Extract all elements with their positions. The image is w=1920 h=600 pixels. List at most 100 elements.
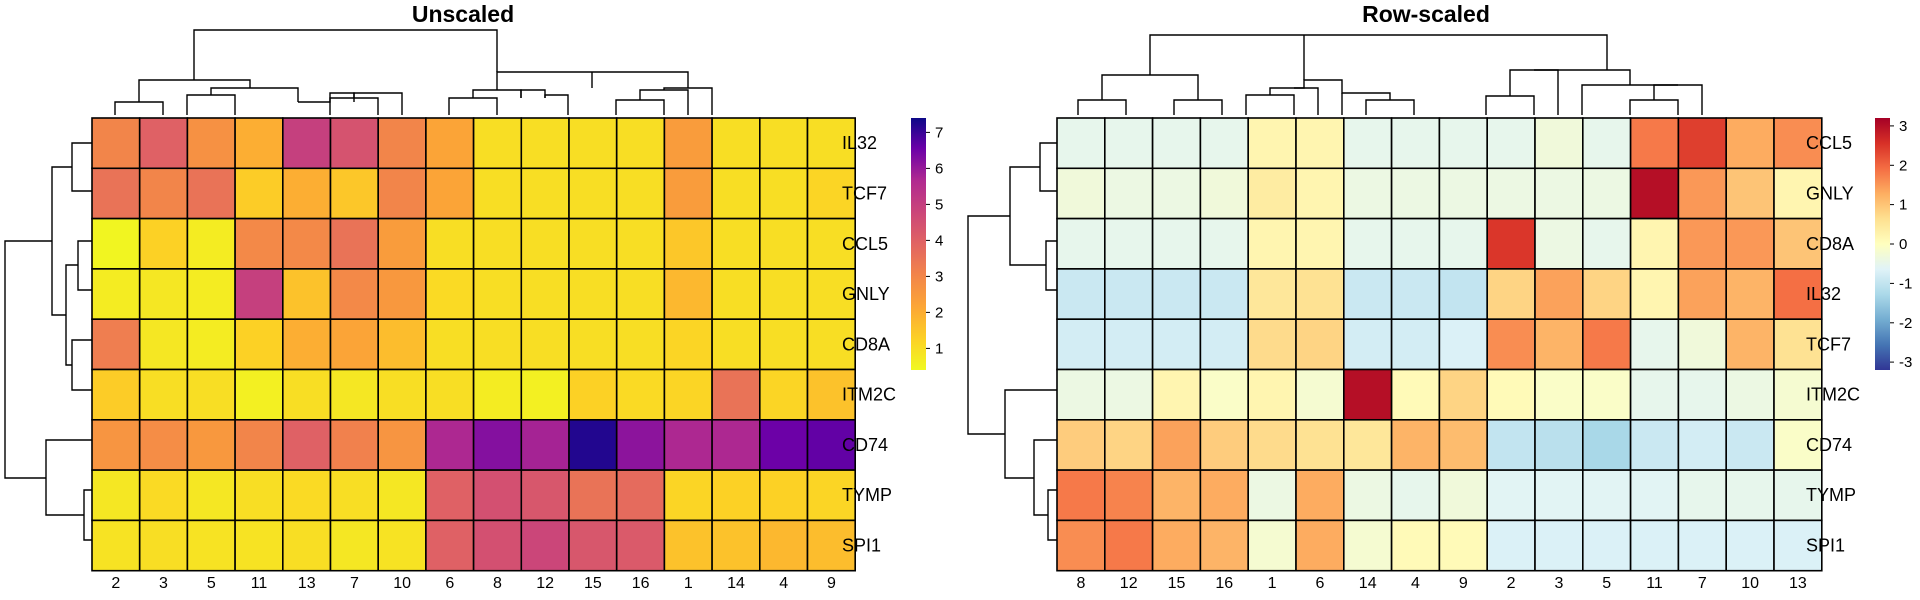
heatmap-cell xyxy=(1438,519,1489,572)
heatmap-cell xyxy=(1199,469,1250,522)
heatmap-cell xyxy=(138,368,189,421)
heatmap-cell xyxy=(91,368,141,421)
heatmap-cell xyxy=(520,418,570,471)
heatmap-cell xyxy=(1629,318,1680,371)
heatmap-cell xyxy=(138,519,189,572)
heatmap-cell xyxy=(568,117,618,170)
heatmap-cell xyxy=(1247,167,1297,220)
heatmap-cell xyxy=(1629,167,1680,220)
heatmap-cell xyxy=(1725,268,1775,320)
column-label: 6 xyxy=(1315,575,1324,592)
heatmap-cell xyxy=(472,318,523,371)
colorbar-gradient-unscaled xyxy=(911,118,926,370)
heatmap-cell xyxy=(186,167,236,220)
heatmap-cell xyxy=(1486,167,1536,220)
row-label: SPI1 xyxy=(1806,536,1845,556)
column-label: 3 xyxy=(159,575,168,592)
heatmap-cell xyxy=(234,217,284,270)
heatmap-cell xyxy=(663,318,713,371)
heatmap-cell xyxy=(1295,469,1345,522)
colorbar-tick-label: -3 xyxy=(1899,354,1912,371)
column-label: 8 xyxy=(493,575,502,592)
column-label: 10 xyxy=(1741,575,1759,592)
heatmap-cell xyxy=(1677,117,1728,170)
heatmap-cell xyxy=(425,217,475,270)
heatmap-cell xyxy=(615,519,666,572)
heatmap-cell xyxy=(520,167,570,220)
heatmap-cell xyxy=(663,469,713,522)
heatmap-cell xyxy=(758,268,809,320)
heatmap-cell xyxy=(615,418,666,471)
heatmap-cell xyxy=(1677,217,1728,270)
heatmap-cell xyxy=(1247,519,1297,572)
heatmap-cell xyxy=(711,469,761,522)
heatmap-cell xyxy=(1199,167,1250,220)
heatmap-cell xyxy=(1056,418,1106,471)
panel-row-scaled: Row-scaled xyxy=(967,1,1912,592)
heatmap-cell xyxy=(1390,368,1441,421)
heatmap-cell xyxy=(1486,318,1536,371)
heatmap-cell xyxy=(1295,368,1345,421)
column-label: 13 xyxy=(298,575,316,592)
heatmap-cell xyxy=(1390,418,1441,471)
heatmap-cell xyxy=(329,418,380,471)
heatmap-cell xyxy=(520,318,570,371)
heatmap-cell xyxy=(568,519,618,572)
heatmap-cell xyxy=(1725,117,1775,170)
heatmap-cell xyxy=(234,167,284,220)
column-label: 4 xyxy=(1411,575,1420,592)
heatmap-cell xyxy=(1295,318,1345,371)
heatmap-cell xyxy=(425,167,475,220)
heatmap-cell xyxy=(711,519,761,572)
heatmap-cell xyxy=(1534,217,1584,270)
heatmap-cell xyxy=(472,117,523,170)
heatmap-cell xyxy=(1343,318,1393,371)
heatmap-cell xyxy=(186,469,236,522)
heatmap-cell xyxy=(1677,418,1728,471)
heatmap-cell xyxy=(425,268,475,320)
heatmap-cell xyxy=(568,318,618,371)
heatmap-cell xyxy=(234,469,284,522)
row-label: SPI1 xyxy=(842,536,881,556)
row-label: TYMP xyxy=(1806,485,1856,505)
heatmap-cell xyxy=(1582,217,1632,270)
heatmap-cell xyxy=(615,268,666,320)
heatmap-cell xyxy=(186,268,236,320)
heatmap-cell xyxy=(138,217,189,270)
heatmap-cell xyxy=(806,117,857,170)
heatmap-cell xyxy=(663,117,713,170)
heatmap-cell xyxy=(1534,268,1584,320)
heatmap-cell xyxy=(1773,469,1823,522)
heatmap-cell xyxy=(1773,368,1823,421)
row-label: ITM2C xyxy=(1806,385,1860,405)
heatmap-cell xyxy=(1773,519,1823,572)
heatmap-cell xyxy=(806,368,857,421)
colorbar-unscaled: 1 2 3 4 5 6 7 xyxy=(911,118,943,370)
heatmap-cell xyxy=(1343,368,1393,421)
heatmap-cell xyxy=(425,117,475,170)
heatmap-cell xyxy=(1390,268,1441,320)
row-label: GNLY xyxy=(1806,184,1854,204)
heatmap-cell xyxy=(1343,268,1393,320)
row-label: TCF7 xyxy=(1806,334,1851,354)
heatmap-cell xyxy=(91,318,141,371)
heatmap-cell xyxy=(1582,167,1632,220)
heatmap-cell xyxy=(1247,318,1297,371)
heatmap-cell xyxy=(663,418,713,471)
heatmap-cell xyxy=(1629,368,1680,421)
heatmap-cell xyxy=(234,519,284,572)
heatmap-cell xyxy=(711,167,761,220)
heatmap-cell xyxy=(186,318,236,371)
heatmap-cell xyxy=(377,217,427,270)
colorbar-row-scaled: -3 -2 -1 0 1 2 3 xyxy=(1875,118,1912,371)
row-label: TYMP xyxy=(842,485,892,505)
colorbar-tick-label: 7 xyxy=(935,124,943,141)
heatmap-cell xyxy=(91,519,141,572)
heatmap-cell xyxy=(568,167,618,220)
heatmap-cell xyxy=(806,167,857,220)
heatmap-cell xyxy=(1104,368,1154,421)
heatmap-cell xyxy=(91,268,141,320)
heatmap-cell xyxy=(329,117,380,170)
colorbar-tick-label: 5 xyxy=(935,196,943,213)
